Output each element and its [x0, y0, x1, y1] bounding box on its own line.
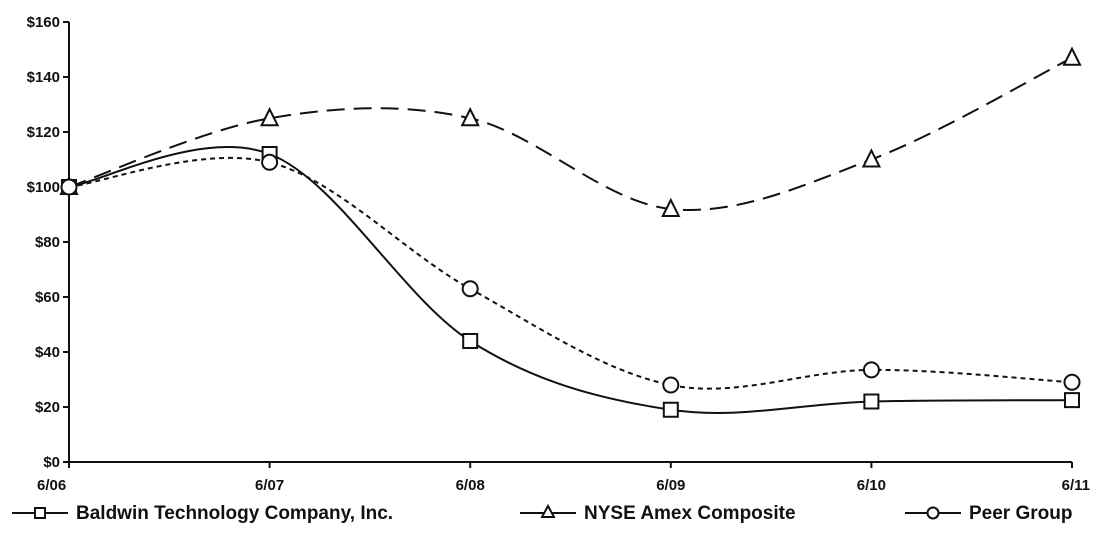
- y-tick-label: $80: [35, 234, 60, 251]
- data-point-triangle: [661, 197, 681, 217]
- data-point-square: [1064, 392, 1080, 409]
- x-tick-label: 6/10: [857, 477, 886, 494]
- y-tick-label: $20: [35, 399, 60, 416]
- x-tick-label: 6/11: [1062, 477, 1090, 494]
- legend-label: Baldwin Technology Company, Inc.: [76, 503, 393, 524]
- series-layer: [59, 46, 1082, 418]
- data-point-triangle: [259, 107, 280, 127]
- legend-marker-circle: [926, 506, 940, 520]
- legend-marker-triangle: [540, 503, 556, 518]
- legend-label: NYSE Amex Composite: [584, 503, 796, 524]
- data-point-square: [662, 401, 679, 418]
- axes: $0 $20 $40 $60 $80 $100 $120 $140 $160 6/06 6/07 6/…: [27, 14, 1090, 494]
- data-point-triangle: [460, 107, 480, 127]
- data-point-triangle: [861, 148, 882, 168]
- data-point-circle: [1063, 373, 1081, 391]
- y-tick-label: $40: [35, 344, 60, 361]
- data-point-circle: [662, 376, 680, 394]
- legend: Baldwin Technology Company, Inc. NYSE Ame…: [12, 503, 1072, 524]
- legend-label: Peer Group: [969, 503, 1072, 524]
- y-tick-label: $120: [27, 124, 60, 141]
- y-tick-label: $0: [43, 454, 60, 471]
- x-tick-label: 6/06: [37, 477, 66, 494]
- legend-marker-square: [34, 507, 46, 519]
- data-point-circle: [862, 361, 880, 379]
- data-point-circle: [261, 153, 279, 171]
- x-tick-label: 6/08: [456, 477, 485, 494]
- data-point-circle: [60, 178, 78, 196]
- y-tick-label: $140: [27, 69, 60, 86]
- x-tick-label: 6/07: [255, 477, 284, 494]
- y-tick-label: $60: [35, 289, 60, 306]
- data-point-circle: [461, 280, 479, 298]
- series-line-triangle: [68, 56, 1073, 211]
- data-point-square: [863, 393, 880, 410]
- series-line-circle: [68, 156, 1073, 390]
- series-line-square: [68, 146, 1073, 414]
- data-point-triangle: [1062, 46, 1082, 66]
- x-tick-label: 6/09: [656, 477, 685, 494]
- data-point-square: [462, 333, 479, 349]
- y-tick-label: $160: [27, 14, 60, 31]
- y-tick-label: $100: [27, 179, 60, 196]
